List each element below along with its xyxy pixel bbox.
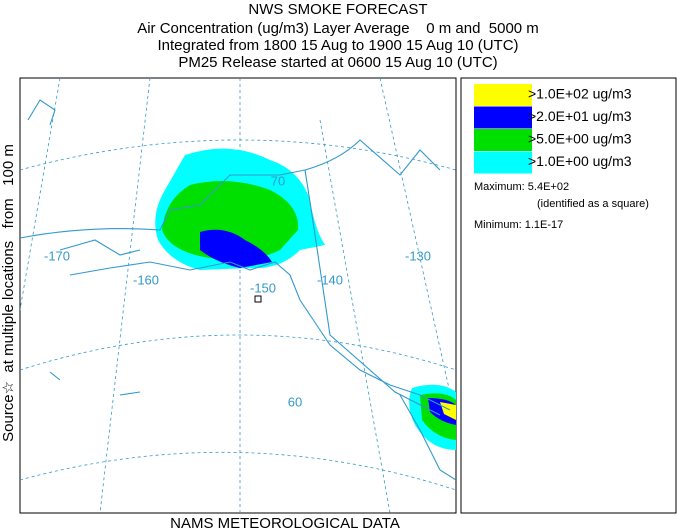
minimum: Minimum: 1.1E-17 — [474, 219, 563, 231]
maximum-note: (identified as a square) — [537, 198, 649, 210]
map-label: 60 — [288, 394, 302, 409]
legend-swatch — [474, 129, 532, 151]
legend-swatch — [474, 151, 532, 174]
subtitle: PM25 Release started at 0600 15 Aug 10 (… — [178, 54, 497, 71]
legend: Maximum: 5.4E+02 (identified as a square… — [460, 77, 677, 514]
coastlines — [20, 99, 456, 481]
legend-swatch — [474, 106, 532, 129]
map-label: -130 — [405, 248, 431, 263]
map-label: 70 — [271, 173, 285, 188]
map-label: -160 — [133, 272, 159, 287]
map-label: -150 — [250, 280, 276, 295]
title: NWS SMOKE FORECAST — [248, 1, 427, 18]
legend-label: >2.0E+01 ug/m3 — [528, 108, 632, 124]
map-frame — [19, 77, 457, 514]
maximum: Maximum: 5.4E+02 — [474, 181, 569, 193]
subtitle: Air Concentration (ug/m3) Layer Average … — [137, 20, 539, 37]
map: -170 -160 -150 -140 -130 70 60 — [19, 77, 457, 514]
max-square — [254, 295, 262, 303]
map-label: -140 — [317, 272, 343, 287]
subtitle: Integrated from 1800 15 Aug to 1900 15 A… — [157, 37, 518, 54]
side-label: Source☆ at multiple locations from 100 m — [0, 144, 17, 442]
legend-label: >5.0E+00 ug/m3 — [528, 131, 632, 147]
map-label: -170 — [44, 248, 70, 263]
legend-label: >1.0E+00 ug/m3 — [528, 153, 632, 169]
legend-label: >1.0E+02 ug/m3 — [528, 86, 632, 102]
footer: NAMS METEOROLOGICAL DATA — [170, 515, 400, 532]
legend-swatch — [474, 84, 532, 106]
smoke — [155, 148, 456, 450]
